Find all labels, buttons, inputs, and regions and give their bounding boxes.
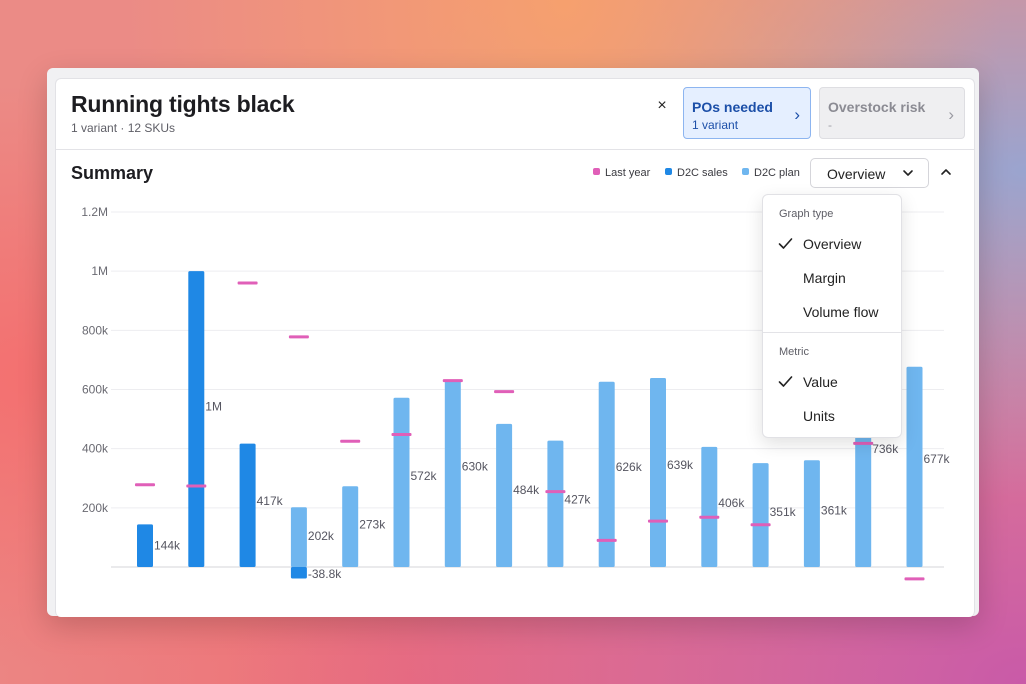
marker-last-year bbox=[391, 432, 412, 436]
menu-section-metric: Metric bbox=[779, 346, 809, 358]
bar-d2c-plan bbox=[752, 463, 769, 567]
legend-label: D2C sales bbox=[677, 167, 728, 179]
marker-last-year bbox=[904, 577, 925, 581]
chevron-right-icon: › bbox=[794, 105, 800, 124]
legend-swatch bbox=[742, 168, 749, 175]
data-label-negative: -38.8k bbox=[308, 567, 342, 581]
marker-last-year bbox=[442, 379, 463, 383]
marker-last-year bbox=[750, 523, 771, 527]
y-tick-label: 400k bbox=[82, 442, 109, 456]
bar-d2c-sales bbox=[188, 271, 205, 567]
legend-swatch bbox=[665, 168, 672, 175]
menu-item-volume-flow[interactable]: Volume flow bbox=[763, 297, 901, 327]
legend-item-d2c-plan: D2C plan bbox=[742, 167, 800, 179]
data-label: 144k bbox=[154, 539, 181, 553]
collapse-summary-button[interactable] bbox=[939, 165, 953, 184]
marker-last-year bbox=[288, 335, 309, 339]
legend-item-last-year: Last year bbox=[593, 167, 650, 179]
chevron-down-icon bbox=[903, 170, 913, 176]
graph-type-select-value: Overview bbox=[827, 166, 886, 182]
legend-label: D2C plan bbox=[754, 167, 800, 179]
marker-last-year bbox=[853, 441, 874, 445]
menu-item-label: Overview bbox=[803, 236, 862, 252]
chevron-up-icon bbox=[941, 169, 951, 175]
bar-d2c-plan bbox=[393, 397, 410, 567]
data-label: 630k bbox=[462, 459, 489, 473]
data-label: 1M bbox=[205, 399, 222, 413]
bar-d2c-sales bbox=[137, 524, 153, 567]
menu-item-units[interactable]: Units bbox=[763, 401, 901, 431]
overstock-risk-title: Overstock risk bbox=[828, 99, 926, 115]
menu-divider bbox=[763, 332, 901, 333]
legend-item-d2c-sales: D2C sales bbox=[665, 167, 728, 179]
menu-item-overview[interactable]: Overview bbox=[763, 229, 901, 259]
y-tick-label: 600k bbox=[82, 383, 109, 397]
y-tick-label: 1.2M bbox=[81, 205, 108, 219]
menu-item-label: Value bbox=[803, 374, 838, 390]
menu-item-margin[interactable]: Margin bbox=[763, 263, 901, 293]
y-tick-label: 200k bbox=[82, 501, 109, 515]
marker-last-year bbox=[494, 390, 515, 394]
legend-label: Last year bbox=[605, 167, 651, 179]
data-label: 417k bbox=[257, 494, 284, 508]
marker-last-year bbox=[340, 439, 361, 443]
marker-last-year bbox=[596, 538, 617, 542]
data-label: 427k bbox=[564, 493, 591, 507]
y-tick-label: 800k bbox=[82, 323, 109, 337]
menu-item-label: Units bbox=[803, 408, 835, 424]
bar-d2c-sales bbox=[239, 443, 256, 567]
menu-item-label: Margin bbox=[803, 270, 846, 286]
bar-d2c-plan bbox=[803, 460, 820, 567]
data-label: 361k bbox=[821, 503, 848, 517]
pos-needed-button[interactable]: POs needed 1 variant › bbox=[683, 87, 811, 139]
bar-d2c-plan bbox=[906, 366, 923, 567]
menu-item-value[interactable]: Value bbox=[763, 367, 901, 397]
bar-d2c-plan bbox=[547, 440, 564, 567]
marker-last-year bbox=[545, 490, 566, 494]
overstock-risk-subtitle: - bbox=[828, 118, 832, 132]
graph-type-menu: Graph type Overview Margin Volume flow M… bbox=[762, 194, 902, 438]
bar-d2c-plan bbox=[650, 377, 666, 567]
header-divider bbox=[56, 149, 974, 150]
bar-d2c-plan bbox=[598, 381, 615, 567]
summary-title: Summary bbox=[71, 163, 154, 183]
check-icon bbox=[778, 238, 793, 249]
pos-needed-title: POs needed bbox=[692, 99, 773, 115]
y-tick-label: 1M bbox=[91, 264, 108, 278]
data-label: 484k bbox=[513, 483, 540, 497]
bar-d2c-plan bbox=[701, 446, 718, 567]
close-icon: × bbox=[657, 97, 667, 114]
data-label: 639k bbox=[667, 458, 694, 472]
page-title: Running tights black bbox=[71, 91, 295, 117]
marker-last-year bbox=[648, 519, 668, 523]
bar-d2c-plan bbox=[290, 507, 307, 567]
data-label: 406k bbox=[718, 496, 745, 510]
marker-last-year bbox=[186, 484, 207, 488]
page-subtitle: 1 variant · 12 SKUs bbox=[71, 121, 176, 135]
bar-d2c-plan bbox=[496, 423, 513, 567]
data-label: 202k bbox=[308, 529, 335, 543]
marker-last-year bbox=[237, 281, 258, 285]
graph-type-select[interactable]: Overview bbox=[810, 158, 929, 188]
data-label: 273k bbox=[359, 518, 386, 532]
data-label: 572k bbox=[411, 469, 438, 483]
pos-needed-subtitle: 1 variant bbox=[692, 118, 739, 132]
chevron-right-icon: › bbox=[948, 105, 954, 124]
marker-last-year bbox=[135, 483, 155, 487]
menu-section-graph-type: Graph type bbox=[779, 208, 834, 220]
legend-swatch bbox=[593, 168, 600, 175]
data-label: 677k bbox=[924, 452, 951, 466]
data-label: 626k bbox=[616, 460, 643, 474]
overstock-risk-button[interactable]: Overstock risk - › bbox=[819, 87, 965, 139]
bar-d2c-sales bbox=[290, 567, 307, 579]
close-button[interactable]: × bbox=[652, 96, 672, 116]
data-label: 351k bbox=[770, 505, 797, 519]
marker-last-year bbox=[699, 515, 720, 519]
bar-d2c-plan bbox=[444, 380, 461, 567]
check-icon bbox=[778, 376, 793, 387]
menu-item-label: Volume flow bbox=[803, 304, 879, 320]
bar-d2c-plan bbox=[342, 486, 359, 567]
data-label: 736k bbox=[872, 442, 899, 456]
summary-chart: 200k 400k 600k 800k 1M 1.2M 144k 1M 417k 202k 273k… bbox=[81, 205, 951, 581]
